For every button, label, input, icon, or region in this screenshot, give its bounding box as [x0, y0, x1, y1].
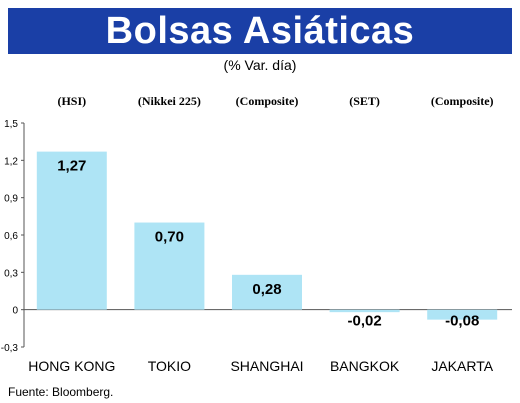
- data-label: -0,08: [445, 313, 479, 330]
- y-tick-label: 1,2: [4, 156, 18, 167]
- category-label: BANGKOK: [330, 358, 400, 374]
- bar: [134, 222, 205, 310]
- chart-title: Bolsas Asiáticas: [105, 10, 415, 52]
- bar: [329, 309, 400, 313]
- data-label: -0,02: [347, 313, 381, 330]
- y-tick-label: 0,3: [4, 268, 18, 279]
- category-label: TOKIO: [148, 358, 191, 374]
- category-label: HONG KONG: [28, 358, 115, 374]
- title-bar: Bolsas Asiáticas: [8, 8, 512, 54]
- category-label: JAKARTA: [431, 358, 493, 374]
- y-tick-label: 0,9: [4, 194, 18, 205]
- category-label: SHANGHAI: [230, 358, 303, 374]
- chart-subtitle: (% Var. día): [223, 57, 297, 73]
- index-label: (HSI): [57, 94, 86, 108]
- data-label: 0,28: [252, 281, 281, 298]
- bar: [232, 274, 302, 310]
- bar: [36, 151, 107, 310]
- data-label: 1,27: [57, 158, 86, 175]
- index-label: (Composite): [431, 94, 494, 108]
- index-label: (Nikkei 225): [138, 94, 201, 108]
- y-tick-label: 0: [12, 306, 18, 317]
- y-tick-label: 0,6: [4, 231, 18, 242]
- index-label: (SET): [349, 94, 380, 108]
- bar: [427, 309, 498, 320]
- data-label: 0,70: [155, 229, 184, 246]
- index-label: (Composite): [236, 94, 299, 108]
- source-note: Fuente: Bloomberg.: [8, 385, 114, 399]
- y-tick-label: 1,5: [4, 119, 18, 130]
- y-tick-label: -0,3: [1, 343, 19, 354]
